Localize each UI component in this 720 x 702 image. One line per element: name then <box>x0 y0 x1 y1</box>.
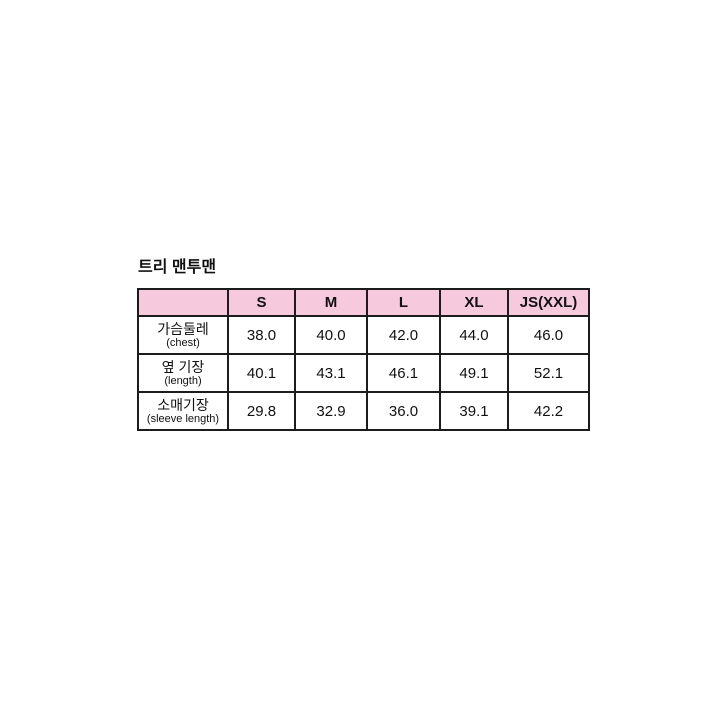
measurement-label-chest: 가슴둘레 (chest) <box>137 315 229 355</box>
size-value-cell: 52.1 <box>507 353 590 393</box>
size-value-cell: 49.1 <box>439 353 509 393</box>
size-value-cell: 46.1 <box>366 353 441 393</box>
size-value-cell: 44.0 <box>439 315 509 355</box>
measurement-label-length: 옆 기장 (length) <box>137 353 229 393</box>
size-value-cell: 42.0 <box>366 315 441 355</box>
size-chart-title: 트리 맨투맨 <box>138 259 217 276</box>
measurement-label-ko: 옆 기장 <box>161 358 205 375</box>
size-value-cell: 29.8 <box>227 391 296 431</box>
size-value-cell: 46.0 <box>507 315 590 355</box>
measurement-label-en: (sleeve length) <box>146 412 220 425</box>
measurement-label-ko: 소매기장 <box>157 396 209 413</box>
size-value-cell: 43.1 <box>294 353 368 393</box>
size-chart-table: S M L XL JS(XXL) 가슴둘레 (chest) 38.0 40.0 … <box>137 288 590 431</box>
size-value-cell: 39.1 <box>439 391 509 431</box>
size-value-cell: 36.0 <box>366 391 441 431</box>
empty-header-cell <box>137 288 229 317</box>
table-row-length: 옆 기장 (length) 40.1 43.1 46.1 49.1 52.1 <box>137 353 590 393</box>
size-value-cell: 38.0 <box>227 315 296 355</box>
size-value-cell: 40.0 <box>294 315 368 355</box>
measurement-label-en: (length) <box>164 374 202 387</box>
table-row-sleeve: 소매기장 (sleeve length) 29.8 32.9 36.0 39.1… <box>137 391 590 431</box>
table-row-chest: 가슴둘레 (chest) 38.0 40.0 42.0 44.0 46.0 <box>137 315 590 355</box>
size-value-cell: 42.2 <box>507 391 590 431</box>
size-column-header-xl: XL <box>439 288 509 317</box>
size-column-header-l: L <box>366 288 441 317</box>
size-column-header-m: M <box>294 288 368 317</box>
size-value-cell: 40.1 <box>227 353 296 393</box>
size-column-header-js: JS(XXL) <box>507 288 590 317</box>
measurement-label-sleeve: 소매기장 (sleeve length) <box>137 391 229 431</box>
measurement-label-ko: 가슴둘레 <box>157 320 209 337</box>
size-column-header-s: S <box>227 288 296 317</box>
measurement-label-en: (chest) <box>166 336 200 349</box>
size-value-cell: 32.9 <box>294 391 368 431</box>
table-header-row: S M L XL JS(XXL) <box>137 288 590 317</box>
